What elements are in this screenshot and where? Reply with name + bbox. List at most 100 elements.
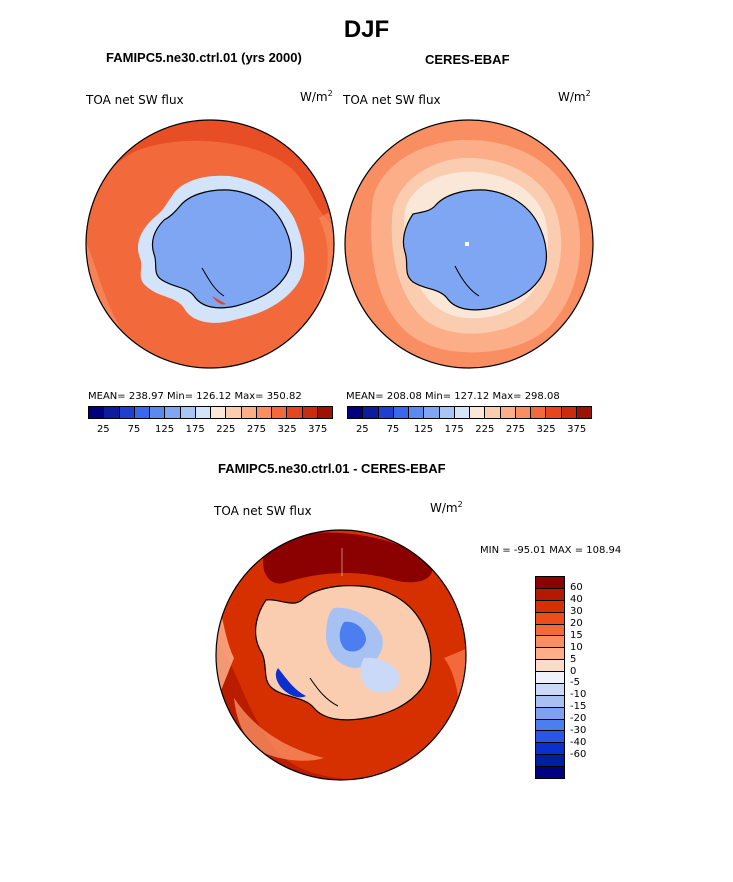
obs-colorbar-swatch [531,407,547,418]
obs-colorbar-swatch [409,407,425,418]
model-colorbar-tick-label: 125 [155,424,175,435]
obs-colorbar-swatch [515,407,531,418]
model-colorbar-swatch [287,407,303,418]
obs-colorbar-tick-label: 75 [386,424,400,435]
model-colorbar-swatch [302,407,318,418]
obs-colorbar-tick-label: 125 [414,424,434,435]
model-colorbar-tick-label: 175 [185,424,205,435]
model-map-border [85,119,335,369]
obs-colorbar-swatch [485,407,501,418]
model-colorbar-swatch [180,407,196,418]
diff-colorbar-swatch [536,636,564,649]
obs-colorbar-tick-label: 225 [475,424,495,435]
model-colorbar-swatch [256,407,272,418]
obs-colorbar-swatch [393,407,409,418]
diff-minmax: MIN = -95.01 MAX = 108.94 [480,545,622,556]
obs-colorbar-tick-label: 25 [355,424,369,435]
model-colorbar-ticks: 25 75 125 175 225 275 325 375 [88,424,333,438]
diff-colorbar-swatch [536,767,564,778]
model-colorbar-swatch [89,407,105,418]
diff-colorbar-tick-label: 60 [570,581,583,593]
diff-panel-subtitle: FAMIPC5.ne30.ctrl.01 - CERES-EBAF [218,461,446,476]
model-units-label: W/m2 [300,89,333,104]
obs-coastline [402,189,547,311]
obs-colorbar-tick-label: 275 [505,424,525,435]
diff-colorbar-swatch [536,648,564,661]
diff-colorbar-swatch [536,707,564,720]
diff-colorbar-swatch [536,731,564,744]
model-colorbar-swatch [317,407,332,418]
diff-colorbar-tick-label: 40 [570,593,583,605]
obs-panel-subtitle: CERES-EBAF [425,52,510,67]
obs-colorbar-swatch [348,407,364,418]
diff-colorbar-swatch [536,695,564,708]
diff-colorbar-swatch [536,755,564,767]
diff-colorbar-swatch [536,612,564,625]
obs-colorbar-swatch [500,407,516,418]
obs-colorbar-swatch [561,407,577,418]
diff-colorbar-tick-label: -30 [570,725,587,737]
obs-colorbar-tick-label: 375 [567,424,587,435]
model-colorbar-swatch [104,407,120,418]
model-colorbar-tick-label: 75 [127,424,141,435]
diff-coastal-negative [275,668,306,698]
diff-coastline [255,585,432,721]
obs-colorbar-swatch [576,407,591,418]
model-stats: MEAN= 238.97 Min= 126.12 Max= 350.82 [88,391,302,402]
diff-colorbar-swatch [536,672,564,684]
diff-colorbar-tick-label: 15 [570,629,583,641]
obs-colorbar-swatch [378,407,394,418]
diff-strong-positive-band [263,532,433,584]
model-colorbar-swatch [134,407,150,418]
obs-antarctica-region [403,189,547,310]
model-antarctica-region [152,189,292,308]
diff-colorbar-swatch [536,600,564,613]
model-panel-subtitle: FAMIPC5.ne30.ctrl.01 (yrs 2000) [106,50,302,65]
obs-colorbar-swatch [546,407,562,418]
diff-colorbar-swatch [536,683,564,696]
obs-colorbar [347,406,592,419]
model-colorbar-swatch [195,407,211,418]
model-colorbar-tick-label: 25 [96,424,110,435]
model-colorbar-tick-label: 225 [216,424,236,435]
model-coastline [151,189,292,309]
model-colorbar-tick-label: 375 [308,424,328,435]
diff-colorbar-tick-label: -60 [570,749,587,761]
model-colorbar-swatch [119,407,135,418]
obs-colorbar-tick-label: 175 [444,424,464,435]
diff-colorbar-swatch [536,660,564,672]
model-colorbar-swatch [241,407,257,418]
diff-colorbar-tick-label: -5 [570,677,580,689]
obs-colorbar-swatch [363,407,379,418]
model-colorbar-swatch [211,407,227,418]
model-colorbar-swatch [226,407,242,418]
diff-colorbar-tick-label: -40 [570,737,587,749]
obs-variable-label: TOA net SW flux [343,93,441,107]
model-polar-map [85,119,335,369]
diff-colorbar [535,576,565,779]
diff-polar-map [215,529,467,781]
diff-map-border [215,529,467,781]
obs-colorbar-swatch [424,407,440,418]
diff-colorbar-tick-label: 30 [570,605,583,617]
obs-colorbar-swatch [439,407,455,418]
model-colorbar [88,406,333,419]
figure-title: DJF [343,16,390,43]
obs-units-label: W/m2 [558,89,591,104]
diff-colorbar-ticks: 60 40 30 20 15 10 5 0 -5 -10 -15 -20 -30 -40 -60 [570,576,630,779]
model-high-flux-band [86,120,334,228]
model-colorbar-swatch [272,407,288,418]
obs-stats: MEAN= 208.08 Min= 127.12 Max= 298.08 [346,391,560,402]
diff-colorbar-tick-label: -15 [570,701,587,713]
obs-colorbar-ticks: 25 75 125 175 225 275 325 375 [347,424,592,438]
model-colorbar-swatch [165,407,181,418]
obs-polar-map [344,119,594,369]
diff-variable-label: TOA net SW flux [214,504,312,518]
diff-colorbar-swatch [536,577,564,589]
obs-colorbar-tick-label: 325 [536,424,556,435]
obs-map-border [344,119,594,369]
diff-colorbar-tick-label: -20 [570,713,587,725]
diff-colorbar-swatch [536,719,564,732]
model-colorbar-tick-label: 325 [277,424,297,435]
diff-colorbar-swatch [536,624,564,637]
